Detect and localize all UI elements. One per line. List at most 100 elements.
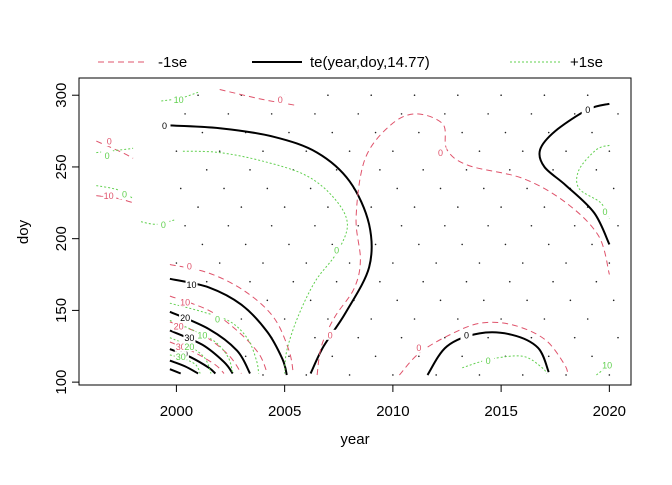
observation-dot — [374, 355, 377, 358]
observation-dot — [218, 262, 221, 264]
observation-dot — [305, 262, 308, 264]
observation-dot — [396, 299, 399, 302]
contour-level-label: 0 — [162, 121, 167, 131]
contour-line-fit — [538, 102, 611, 245]
observation-dot — [262, 150, 264, 152]
observation-dot — [400, 224, 403, 227]
observation-dot — [444, 113, 446, 115]
y-tick-label: 100 — [53, 370, 70, 395]
contour-line-fit — [169, 368, 182, 375]
contour-label-backdrop — [330, 245, 343, 256]
observation-dot — [435, 374, 437, 376]
contour-level-label: 20 — [184, 342, 194, 352]
observation-dot — [335, 280, 338, 283]
legend-label-plus: +1se — [570, 54, 603, 71]
observation-dot — [552, 169, 554, 171]
contour-level-label: 30 — [176, 352, 186, 362]
contour-label-backdrop — [434, 147, 447, 158]
observation-dot — [392, 374, 394, 376]
observation-dot — [439, 299, 442, 302]
contour-line-plus — [462, 355, 548, 374]
contour-line-fit — [426, 331, 550, 376]
observation-dot — [288, 131, 290, 134]
observation-dot — [573, 336, 576, 339]
observation-dot — [413, 94, 416, 97]
observation-dot — [197, 94, 199, 97]
observation-dot — [439, 187, 442, 190]
contour-level-label: 0 — [416, 343, 421, 353]
observation-dot — [500, 318, 502, 320]
contour-level-label: 0 — [464, 330, 469, 340]
x-axis-label: year — [340, 431, 369, 448]
observation-dot — [205, 169, 208, 171]
contour-level-label: 0 — [334, 246, 339, 256]
legend-label-minus: -1se — [158, 54, 187, 71]
observation-dot — [591, 131, 593, 134]
observation-dot — [478, 150, 481, 152]
x-tick-label: 2000 — [160, 403, 193, 420]
observation-dot — [586, 318, 589, 320]
observation-dot — [608, 262, 611, 264]
observation-dot — [569, 299, 572, 302]
observation-dot — [175, 150, 178, 152]
contour-label-backdrop — [179, 312, 192, 323]
observation-dot — [487, 336, 489, 339]
contour-level-label: 0 — [585, 105, 590, 115]
observation-dot — [266, 187, 269, 190]
contour-label-backdrop — [274, 94, 287, 105]
observation-dot — [227, 113, 230, 115]
observation-dot — [595, 169, 598, 171]
x-tick-label: 2020 — [593, 403, 626, 420]
contour-label-backdrop — [601, 359, 614, 370]
observation-dot — [223, 187, 225, 190]
observation-dot — [283, 206, 286, 208]
observation-dot — [444, 224, 446, 227]
observation-dot — [591, 355, 593, 358]
observation-dot — [331, 355, 334, 358]
observation-dot — [348, 374, 351, 376]
y-tick-label: 200 — [53, 226, 70, 251]
x-axis: 2000 2005 2010 2015 2020 — [160, 384, 626, 420]
observation-dot — [422, 280, 424, 283]
y-tick-label: 300 — [53, 83, 70, 108]
contour-line-plus — [161, 91, 199, 102]
contour-level-label: 10 — [180, 297, 190, 307]
observation-dot — [418, 355, 420, 358]
observation-dot — [314, 224, 316, 227]
observation-dot — [612, 187, 615, 190]
observation-dot — [500, 94, 502, 97]
observation-dot — [305, 150, 308, 152]
observation-dot — [184, 224, 186, 227]
observation-dot — [331, 243, 334, 246]
observation-dot — [478, 374, 481, 376]
contour-level-label: 0 — [278, 95, 283, 105]
observation-dot — [530, 224, 533, 227]
observation-dot — [327, 94, 329, 97]
contour-label-backdrop — [196, 329, 209, 340]
observation-dot — [526, 299, 528, 302]
contour-line-plus — [169, 337, 212, 374]
contour-label-backdrop — [174, 351, 187, 362]
observation-dot — [573, 113, 576, 115]
legend-label-fit: te(year,doy,14.77) — [310, 54, 430, 71]
observation-dot — [370, 94, 373, 97]
contour-level-label: 10 — [174, 95, 184, 105]
contour-line-plus — [182, 150, 348, 374]
observation-dot — [608, 374, 611, 376]
observation-dot — [457, 94, 459, 97]
contour-level-label: 0 — [105, 151, 110, 161]
contour-level-labels: 0001020304000-10000010203010000000100102… — [101, 94, 614, 370]
y-tick-label: 150 — [53, 298, 70, 323]
contour-level-label: 0 — [161, 220, 166, 230]
observation-dot — [500, 206, 502, 208]
contour-level-label: -10 — [101, 191, 114, 201]
contour-label-backdrop — [581, 104, 594, 115]
observation-dot — [179, 187, 182, 190]
observation-dot — [400, 336, 403, 339]
observation-dot — [270, 113, 273, 115]
observation-dot — [422, 169, 424, 171]
observation-dot — [435, 262, 437, 264]
observation-dot — [565, 262, 567, 264]
observation-dot — [335, 169, 338, 171]
contour-level-label: 30 — [184, 333, 194, 343]
